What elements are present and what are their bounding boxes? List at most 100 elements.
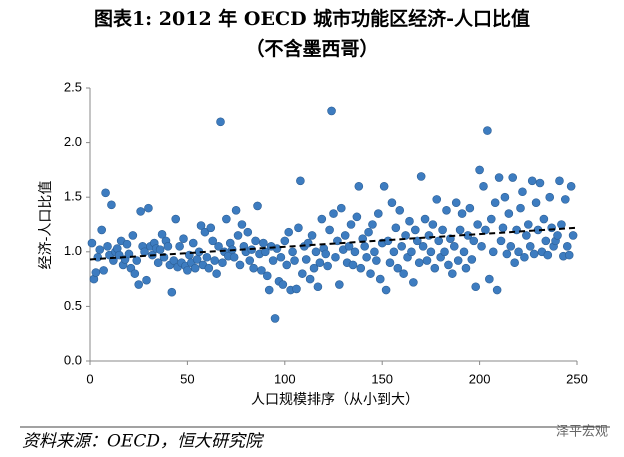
point bbox=[438, 225, 447, 235]
point bbox=[434, 236, 443, 246]
point bbox=[188, 238, 198, 248]
point bbox=[331, 252, 340, 262]
point bbox=[130, 269, 140, 278]
point bbox=[562, 242, 572, 251]
point bbox=[307, 231, 317, 240]
point bbox=[527, 176, 537, 186]
point bbox=[233, 231, 243, 240]
point bbox=[354, 181, 364, 191]
point bbox=[535, 178, 545, 188]
point bbox=[541, 236, 551, 246]
point bbox=[488, 247, 498, 257]
point bbox=[311, 247, 321, 257]
point bbox=[539, 214, 549, 224]
point bbox=[292, 284, 301, 294]
point bbox=[502, 249, 512, 259]
point bbox=[448, 269, 457, 278]
y-tick-label: 0.0 bbox=[64, 352, 82, 367]
point bbox=[136, 207, 145, 216]
point bbox=[516, 203, 525, 213]
point bbox=[545, 192, 555, 202]
point bbox=[529, 249, 539, 259]
point bbox=[155, 245, 165, 254]
point bbox=[356, 263, 366, 273]
point bbox=[547, 223, 556, 233]
point bbox=[385, 258, 395, 268]
point bbox=[498, 223, 508, 233]
point bbox=[253, 201, 262, 211]
point bbox=[360, 242, 369, 251]
point bbox=[249, 263, 258, 273]
point bbox=[91, 268, 101, 277]
point bbox=[483, 126, 492, 135]
point bbox=[336, 203, 346, 213]
point bbox=[391, 223, 401, 233]
point bbox=[409, 278, 418, 287]
point bbox=[455, 225, 465, 235]
point bbox=[99, 266, 108, 275]
point bbox=[251, 236, 260, 246]
point bbox=[442, 206, 451, 215]
point bbox=[428, 220, 438, 229]
point bbox=[520, 252, 529, 262]
point bbox=[169, 256, 179, 265]
x-tick-label: 50 bbox=[180, 371, 194, 386]
point bbox=[179, 234, 188, 243]
y-tick-label: 0.5 bbox=[64, 298, 82, 313]
point bbox=[492, 285, 502, 295]
x-tick-label: 150 bbox=[371, 371, 393, 386]
point bbox=[471, 282, 481, 292]
point bbox=[231, 206, 241, 215]
point bbox=[325, 225, 334, 235]
point bbox=[346, 220, 356, 229]
point bbox=[321, 249, 331, 259]
point bbox=[506, 242, 516, 251]
point bbox=[525, 242, 535, 251]
y-tick-label: 2.0 bbox=[64, 134, 82, 149]
y-tick-label: 1.0 bbox=[64, 243, 82, 258]
point bbox=[229, 252, 239, 262]
point bbox=[510, 258, 519, 268]
point bbox=[288, 247, 297, 257]
point bbox=[350, 247, 360, 257]
point bbox=[375, 274, 385, 284]
point bbox=[268, 256, 278, 265]
point bbox=[366, 269, 375, 278]
point bbox=[459, 247, 469, 257]
point bbox=[243, 227, 253, 237]
point bbox=[420, 214, 430, 224]
point bbox=[101, 188, 110, 198]
point bbox=[280, 236, 290, 246]
point bbox=[379, 181, 389, 191]
point bbox=[95, 245, 105, 254]
point bbox=[481, 225, 490, 235]
point bbox=[344, 242, 354, 251]
point bbox=[348, 260, 358, 270]
point bbox=[352, 212, 362, 222]
point bbox=[340, 231, 350, 240]
watermark: 泽平宏观 bbox=[556, 425, 608, 440]
point bbox=[465, 203, 475, 213]
point bbox=[426, 247, 436, 257]
point bbox=[259, 238, 268, 248]
point bbox=[157, 230, 167, 239]
point bbox=[294, 223, 303, 233]
point bbox=[407, 247, 416, 257]
point bbox=[555, 176, 564, 186]
point bbox=[237, 220, 247, 229]
point bbox=[290, 256, 299, 265]
point bbox=[210, 256, 219, 265]
point bbox=[490, 198, 500, 207]
point bbox=[214, 242, 223, 251]
point bbox=[206, 223, 216, 233]
point bbox=[315, 258, 325, 268]
point bbox=[444, 260, 453, 270]
point bbox=[401, 231, 410, 240]
point bbox=[284, 227, 293, 237]
point bbox=[216, 117, 225, 127]
point bbox=[175, 242, 184, 251]
point bbox=[568, 231, 578, 240]
point bbox=[422, 256, 432, 265]
point bbox=[432, 195, 442, 204]
